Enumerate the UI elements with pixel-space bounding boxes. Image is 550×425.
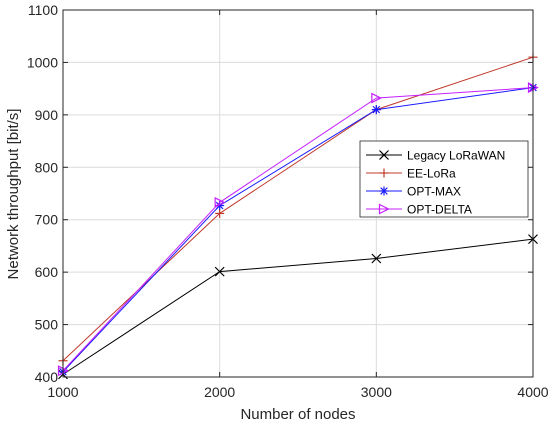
- data-point-legacy-lorawan: [214, 266, 225, 277]
- series-group: [57, 52, 539, 380]
- data-point-legacy-lorawan: [371, 253, 382, 264]
- y-axis-label: Network throughput [bit/s]: [5, 109, 22, 280]
- legend-marker-opt-delta: [378, 203, 390, 215]
- y-axis-ticks: 400 500 600 700 800 900 1000 1100: [27, 2, 533, 385]
- x-tick-label: 2000: [204, 384, 235, 400]
- series-line-opt-max: [62, 87, 534, 373]
- y-tick-label: 500: [35, 317, 59, 333]
- legend-label-ee-lora: EE-LoRa: [407, 167, 456, 181]
- legend: Legacy LoRaWAN EE-LoRa OPT-MAX OPT-DELTA: [359, 140, 529, 218]
- x-tick-label: 1000: [47, 384, 78, 400]
- y-tick-label: 400: [35, 369, 59, 385]
- series-line-opt-delta: [62, 87, 534, 372]
- legend-marker-legacy-lorawan: [379, 150, 389, 160]
- y-tick-label: 1000: [27, 54, 58, 70]
- x-tick-label: 4000: [517, 384, 548, 400]
- data-point-ee-lora: [215, 208, 225, 218]
- legend-label-opt-max: OPT-MAX: [407, 185, 461, 199]
- y-tick-label: 800: [35, 159, 59, 175]
- legend-label-legacy-lorawan: Legacy LoRaWAN: [407, 149, 505, 163]
- plot-frame: [62, 9, 534, 378]
- legend-label-opt-delta: OPT-DELTA: [407, 203, 472, 217]
- series-line-legacy-lorawan: [62, 238, 534, 375]
- x-axis-ticks: 1000 2000 3000 4000: [47, 10, 549, 400]
- y-tick-label: 1100: [28, 2, 58, 18]
- legend-box: [359, 140, 529, 218]
- y-tick-label: 900: [35, 107, 59, 123]
- legend-marker-ee-lora: [379, 168, 389, 178]
- legend-marker-opt-max: [379, 186, 389, 196]
- data-point-opt-delta: [214, 196, 226, 208]
- data-point-opt-delta: [371, 92, 383, 104]
- y-tick-label: 600: [35, 264, 59, 280]
- data-point-opt-max: [371, 105, 381, 115]
- x-axis-label: Number of nodes: [240, 406, 355, 423]
- y-tick-label: 700: [35, 212, 59, 228]
- x-tick-label: 3000: [361, 384, 392, 400]
